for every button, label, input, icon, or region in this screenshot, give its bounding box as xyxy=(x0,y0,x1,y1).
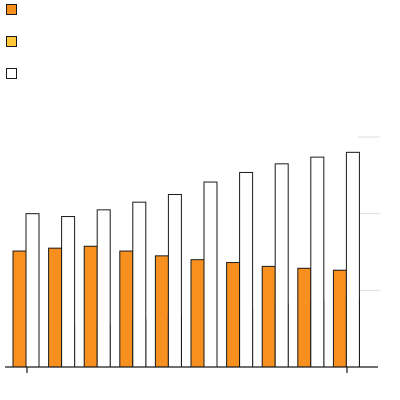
bar-series-3-group-10 xyxy=(345,151,360,368)
bar-series-1-group-9 xyxy=(297,267,312,368)
bar-series-3-group-5 xyxy=(167,194,182,368)
bar-series-1-group-6 xyxy=(190,259,205,368)
bar-series-3-group-3 xyxy=(96,209,111,368)
bar-series-1-group-4 xyxy=(119,250,134,368)
legend-item-series-1 xyxy=(6,4,106,18)
bar-series-1-group-2 xyxy=(48,247,63,368)
legend-item-series-3 xyxy=(6,68,106,82)
bar-series-1-group-7 xyxy=(226,262,241,368)
bar-series-1-group-8 xyxy=(261,265,276,368)
bar-series-3-group-7 xyxy=(239,171,254,368)
bar-series-3-group-4 xyxy=(132,201,147,368)
bar-series-1-group-5 xyxy=(154,255,169,368)
chart-legend xyxy=(0,0,120,90)
legend-swatch-yellow xyxy=(6,36,17,47)
bar-series-3-group-1 xyxy=(25,213,40,368)
bar-series-3-group-2 xyxy=(61,216,76,368)
legend-swatch-white xyxy=(6,68,17,79)
bar-series-1-group-1 xyxy=(12,250,27,368)
bar-series-3-group-8 xyxy=(274,163,289,368)
bar-series-1-group-3 xyxy=(83,245,98,368)
bar-series-3-group-9 xyxy=(310,156,325,368)
legend-swatch-orange xyxy=(6,4,17,15)
legend-item-series-2 xyxy=(6,36,106,50)
bar-series-1-group-10 xyxy=(332,269,347,368)
bar-series-3-group-6 xyxy=(203,181,218,368)
